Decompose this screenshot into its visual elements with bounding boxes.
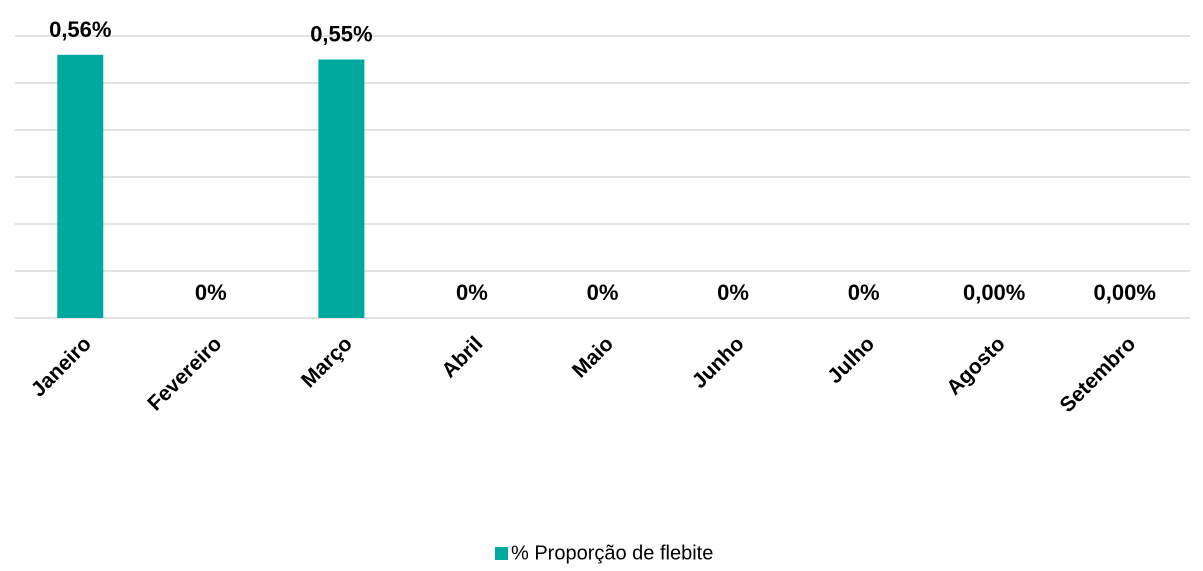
legend-swatch (495, 547, 508, 560)
x-tick-label: Maio (568, 332, 618, 382)
value-label: 0% (717, 280, 749, 305)
value-label: 0% (587, 280, 619, 305)
x-tick-label: Julho (823, 332, 879, 388)
value-label: 0,00% (963, 280, 1025, 305)
x-tick-label: Fevereiro (143, 332, 226, 415)
value-label: 0,00% (1094, 280, 1156, 305)
bar (318, 59, 365, 318)
value-label: 0,56% (49, 17, 111, 42)
value-label: 0,55% (310, 22, 372, 47)
value-label: 0% (195, 280, 227, 305)
x-tick-label: Junho (688, 332, 749, 393)
x-tick-label: Abril (437, 332, 487, 382)
bar (57, 54, 104, 319)
x-tick-label: Agosto (942, 332, 1009, 399)
x-tick-label: Janeiro (27, 332, 96, 401)
x-tick-label: Março (297, 332, 357, 392)
x-tick-label: Setembro (1056, 332, 1141, 417)
value-label: 0% (848, 280, 880, 305)
value-label: 0% (456, 280, 488, 305)
legend-label: % Proporção de flebite (511, 542, 713, 564)
